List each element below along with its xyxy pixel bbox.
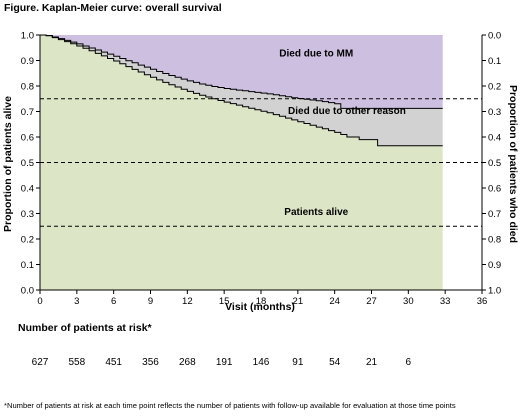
x-tick-label: 33 (440, 296, 451, 307)
right-y-tick-label: 0.5 (488, 158, 501, 169)
right-y-tick-label: 1.0 (488, 286, 501, 297)
risk-count: 146 (252, 357, 270, 368)
x-tick-label: 15 (219, 296, 230, 307)
risk-count: 191 (215, 357, 233, 368)
left-y-tick-label: 0.7 (21, 107, 34, 118)
survival-curves (40, 34, 443, 147)
left-y-tick-label: 0.4 (21, 184, 34, 195)
risk-count: 558 (68, 357, 86, 368)
right-y-axis-label: Proportion of patients who died (507, 85, 519, 243)
left-y-axis-label: Proportion of patients alive (2, 96, 14, 232)
kaplan-meier-chart: 0 3 6 9 12 15 18 21 24 27 30 33 36 0.00.10.20.30.40.… (2, 31, 519, 314)
x-tick-label: 24 (329, 296, 340, 307)
risk-count: 54 (329, 357, 341, 368)
x-tick-label: 3 (74, 296, 79, 307)
right-y-tick-label: 0.2 (488, 82, 501, 93)
x-tick-label: 12 (182, 296, 193, 307)
x-tick-label: 30 (403, 296, 414, 307)
risk-count: 6 (405, 357, 412, 368)
survival-regions (40, 35, 443, 290)
left-y-tick-label: 0.9 (21, 56, 34, 67)
left-y-tick-label: 0.3 (21, 209, 34, 220)
region-label-alive: Patients alive (284, 207, 348, 218)
x-tick-label: 36 (477, 296, 488, 307)
left-y-tick-label: 0.8 (21, 82, 34, 93)
left-y-axis-ticks: 0.0 0.1 0.2 0.3 0.4 0.5 0.6 0.7 0.8 0.9 1.0 (21, 31, 40, 297)
region-labels: Died due to MM Died due to other reason Pa… (279, 49, 406, 218)
upper-curve (40, 34, 443, 109)
right-y-tick-label: 0.4 (488, 133, 501, 144)
risk-count: 451 (105, 357, 122, 368)
x-tick-label: 0 (37, 296, 42, 307)
left-y-tick-label: 0.5 (21, 158, 34, 169)
left-y-tick-label: 0.1 (21, 260, 34, 271)
right-y-tick-label: 0.8 (488, 235, 501, 246)
left-y-tick-label: 0.2 (21, 235, 34, 246)
risk-table-title: Number of patients at risk* (18, 322, 152, 334)
x-tick-label: 6 (111, 296, 116, 307)
x-axis-label: Visit (months) (225, 301, 295, 313)
x-axis-ticks: 0 3 6 9 12 15 18 21 24 27 30 33 36 (37, 290, 487, 307)
region-label-mm: Died due to MM (279, 49, 353, 60)
risk-count: 356 (142, 357, 159, 368)
region-label-other: Died due to other reason (288, 106, 406, 117)
left-y-tick-label: 0.6 (21, 133, 34, 144)
risk-count: 268 (178, 357, 196, 368)
figure-title: Figure. Kaplan-Meier curve: overall surv… (4, 2, 222, 14)
died-mm-region (40, 35, 443, 109)
right-y-tick-label: 0.7 (488, 209, 501, 220)
right-y-tick-label: 0.3 (488, 107, 501, 118)
risk-count: 91 (292, 357, 304, 368)
x-tick-label: 9 (148, 296, 153, 307)
risk-count: 21 (365, 357, 378, 368)
right-y-tick-label: 0.0 (488, 31, 501, 42)
right-y-axis-ticks: 1.0 0.9 0.8 0.7 0.6 0.5 0.4 0.3 0.2 0.1 0.0 (482, 31, 501, 297)
left-y-tick-label: 0.0 (21, 286, 34, 297)
left-y-tick-label: 1.0 (21, 31, 34, 42)
footnote: *Number of patients at risk at each time… (4, 401, 456, 410)
x-tick-label: 27 (366, 296, 377, 307)
right-y-tick-label: 0.6 (488, 184, 501, 195)
risk-count: 627 (31, 357, 49, 368)
dashed-reference-lines (40, 98, 482, 227)
x-tick-label: 21 (293, 296, 304, 307)
risk-table-row: 627 558 451 356 268 191 146 91 54 21 6 (0, 357, 520, 371)
right-y-tick-label: 0.9 (488, 260, 501, 271)
right-y-tick-label: 0.1 (488, 56, 501, 67)
x-tick-label: 18 (256, 296, 267, 307)
lower-curve (40, 34, 443, 147)
